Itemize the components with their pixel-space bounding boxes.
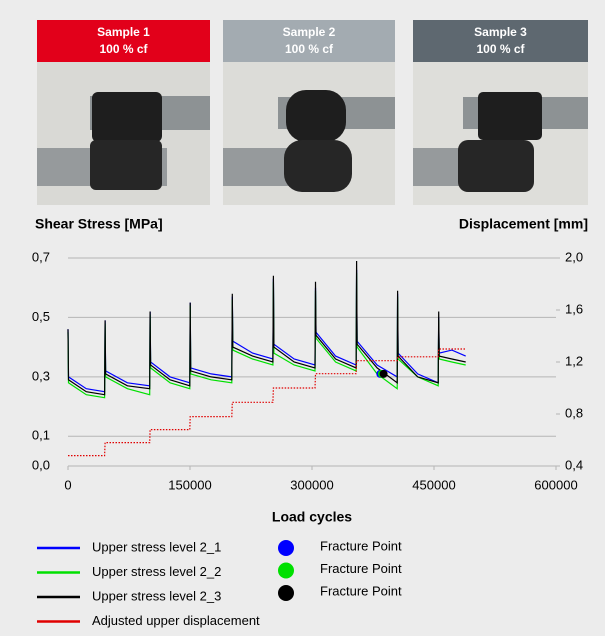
legend-label: Fracture Point	[320, 561, 402, 576]
y2-tick-label: 1,2	[565, 353, 583, 368]
legend-label: Fracture Point	[320, 538, 402, 553]
figure: Shear Stress [MPa] Displacement [mm] Loa…	[0, 0, 605, 636]
panel-subtitle: 100 % cf	[285, 42, 334, 56]
bond	[478, 92, 542, 140]
legend-label: Upper stress level 2_1	[92, 539, 221, 554]
bond	[90, 140, 162, 190]
panel-title: Sample 1	[97, 25, 150, 39]
y2-tick-label: 0,4	[565, 457, 583, 472]
panel-subtitle: 100 % cf	[99, 42, 148, 56]
y-axis-title: Shear Stress [MPa]	[35, 216, 163, 232]
legend-label: Adjusted upper displacement	[92, 613, 260, 628]
legend-marker	[278, 585, 294, 601]
x-tick-label: 450000	[412, 477, 455, 492]
legend-label: Fracture Point	[320, 583, 402, 598]
fracture-point	[380, 370, 388, 378]
x-tick-label: 300000	[290, 477, 333, 492]
bond	[286, 90, 346, 142]
panel-title: Sample 2	[283, 25, 336, 39]
x-tick-label: 0	[64, 477, 71, 492]
y2-tick-label: 0,8	[565, 405, 583, 420]
y-tick-label: 0,3	[32, 368, 50, 383]
y2-axis-title: Displacement [mm]	[459, 216, 588, 232]
legend-marker	[278, 540, 294, 556]
y-tick-label: 0,0	[32, 457, 50, 472]
y2-tick-label: 2,0	[565, 249, 583, 264]
bond	[458, 140, 534, 192]
photos	[37, 62, 588, 205]
x-axis-title: Load cycles	[272, 509, 352, 525]
legend-label: Upper stress level 2_2	[92, 564, 221, 579]
panel-title: Sample 3	[474, 25, 527, 39]
legend-label: Upper stress level 2_3	[92, 588, 221, 603]
x-tick-label: 150000	[168, 477, 211, 492]
y-tick-label: 0,7	[32, 249, 50, 264]
panel-subtitle: 100 % cf	[476, 42, 525, 56]
y-tick-label: 0,5	[32, 309, 50, 324]
bond	[284, 140, 352, 192]
x-tick-label: 600000	[534, 477, 577, 492]
y2-tick-label: 1,6	[565, 301, 583, 316]
legend-marker	[278, 563, 294, 579]
y-tick-label: 0,1	[32, 428, 50, 443]
bond	[92, 92, 162, 142]
